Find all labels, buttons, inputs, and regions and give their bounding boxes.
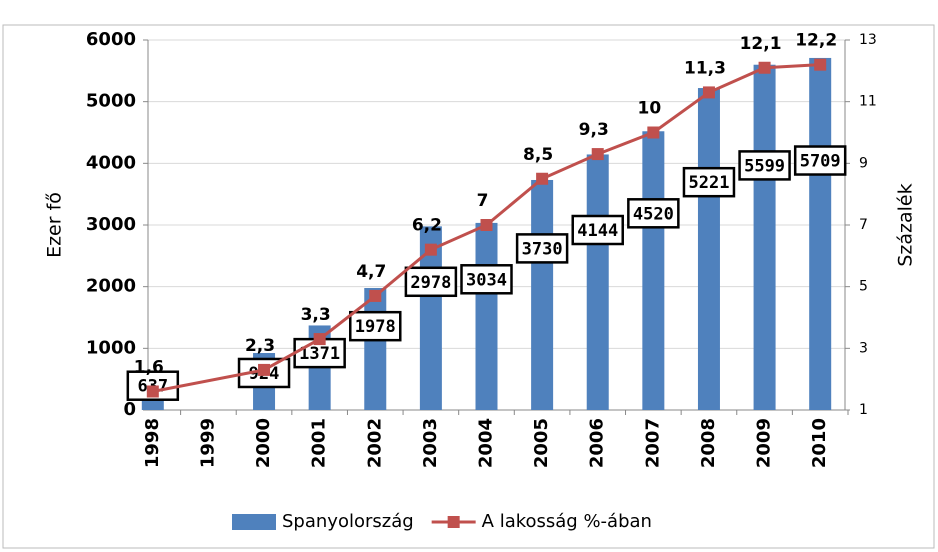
x-tick-label: 2006 (587, 418, 608, 468)
label-box (793, 145, 847, 176)
bar (753, 64, 776, 410)
label-box (682, 166, 736, 198)
y2-tick-label: 11 (859, 94, 877, 110)
line-marker (702, 86, 715, 99)
x-tick-label: 1999 (197, 418, 218, 468)
line-value-label: 12,1 (740, 34, 782, 54)
y-tick-label: 4000 (86, 152, 136, 173)
x-tick-label: 1998 (142, 418, 163, 468)
bar (531, 179, 554, 410)
x-tick-label: 2010 (809, 418, 830, 468)
line-value-label: 10 (638, 99, 662, 119)
bar-data-label: 2978 (404, 266, 458, 298)
bar-value-label: 4520 (633, 204, 674, 224)
line-value-label: 2,3 (245, 336, 275, 356)
label-box (515, 233, 569, 264)
label-box (738, 150, 791, 181)
bar (697, 88, 720, 410)
bar-data-label: 3034 (460, 264, 513, 295)
line-value-label: 6,2 (412, 216, 442, 236)
label-box (571, 214, 624, 246)
bar-value-label: 5709 (800, 152, 841, 172)
y-tick-label: 1000 (86, 337, 136, 358)
bar-value-label: 5221 (688, 173, 729, 193)
bar-data-label: 5709 (793, 145, 847, 176)
y-tick-label: 2000 (86, 276, 136, 297)
line-marker (369, 289, 382, 302)
bar (586, 154, 609, 410)
label-box (627, 198, 680, 229)
y2-axis-title: Százalék (895, 183, 917, 266)
x-tick-label: 2009 (754, 418, 775, 468)
bar-value-label: 5599 (744, 156, 785, 176)
bar-data-label: 4144 (571, 214, 624, 246)
line-marker (758, 61, 771, 74)
line-value-label: 8,5 (523, 145, 553, 165)
bar-value-label: 3034 (466, 270, 507, 290)
label-box (460, 264, 513, 295)
x-tick-label: 2005 (531, 418, 552, 468)
line-value-label: 9,3 (579, 120, 609, 140)
bar-data-label: 5221 (682, 166, 736, 198)
label-box (349, 310, 402, 342)
line-value-label: 1,6 (134, 358, 164, 378)
y2-tick-label: 9 (859, 155, 868, 171)
line-value-label: 4,7 (356, 262, 386, 282)
bar-data-label: 3730 (515, 233, 569, 264)
bar-data-label: 4520 (627, 198, 680, 229)
x-tick-label: 2008 (698, 418, 719, 468)
bar (364, 288, 387, 410)
y-tick-label: 0 (123, 399, 136, 420)
bar (642, 131, 665, 410)
legend-label: Spanyolország (282, 511, 414, 532)
x-tick-label: 2004 (476, 418, 497, 468)
y2-tick-label: 1 (859, 402, 868, 418)
line (152, 63, 821, 393)
line-marker (424, 243, 437, 256)
line-value-label: 12,2 (795, 31, 837, 51)
legend-marker (447, 516, 460, 528)
y-axis-title: Ezer fő (44, 192, 66, 258)
bar-value-label: 1371 (299, 344, 340, 364)
bar-data-label: 1978 (349, 310, 402, 342)
legend-swatch (232, 514, 276, 530)
bar (475, 222, 498, 410)
line-marker (313, 333, 326, 346)
bar-value-label: 3730 (522, 239, 563, 259)
y2-tick-label: 13 (859, 32, 877, 48)
line-marker (258, 363, 271, 376)
y-tick-label: 5000 (86, 91, 136, 112)
x-tick-label: 2007 (642, 418, 663, 468)
line-marker (536, 172, 549, 185)
line-marker (814, 58, 827, 71)
line-marker (146, 385, 159, 398)
line-marker (480, 219, 493, 231)
y2-tick-label: 3 (859, 340, 868, 356)
y-tick-label: 6000 (86, 29, 136, 50)
x-tick-label: 2000 (253, 418, 274, 468)
y2-tick-label: 5 (859, 279, 868, 295)
label-box (404, 266, 458, 298)
bar (809, 57, 832, 410)
y2-tick-label: 7 (859, 217, 868, 233)
legend-label: A lakosság %-ában (482, 511, 652, 532)
bar-value-label: 1978 (355, 317, 396, 337)
line-value-label: 7 (477, 191, 489, 211)
x-tick-label: 2002 (364, 418, 385, 468)
x-tick-label: 2001 (309, 418, 330, 468)
line-value-label: 11,3 (684, 58, 726, 78)
y-tick-label: 3000 (86, 214, 136, 235)
bar-data-label: 5599 (738, 150, 791, 181)
line-marker (647, 126, 660, 139)
line-value-label: 3,3 (301, 305, 331, 325)
line-marker (591, 148, 604, 161)
x-tick-label: 2003 (420, 418, 441, 468)
bar-value-label: 2978 (410, 273, 451, 293)
bar-value-label: 4144 (577, 221, 618, 241)
